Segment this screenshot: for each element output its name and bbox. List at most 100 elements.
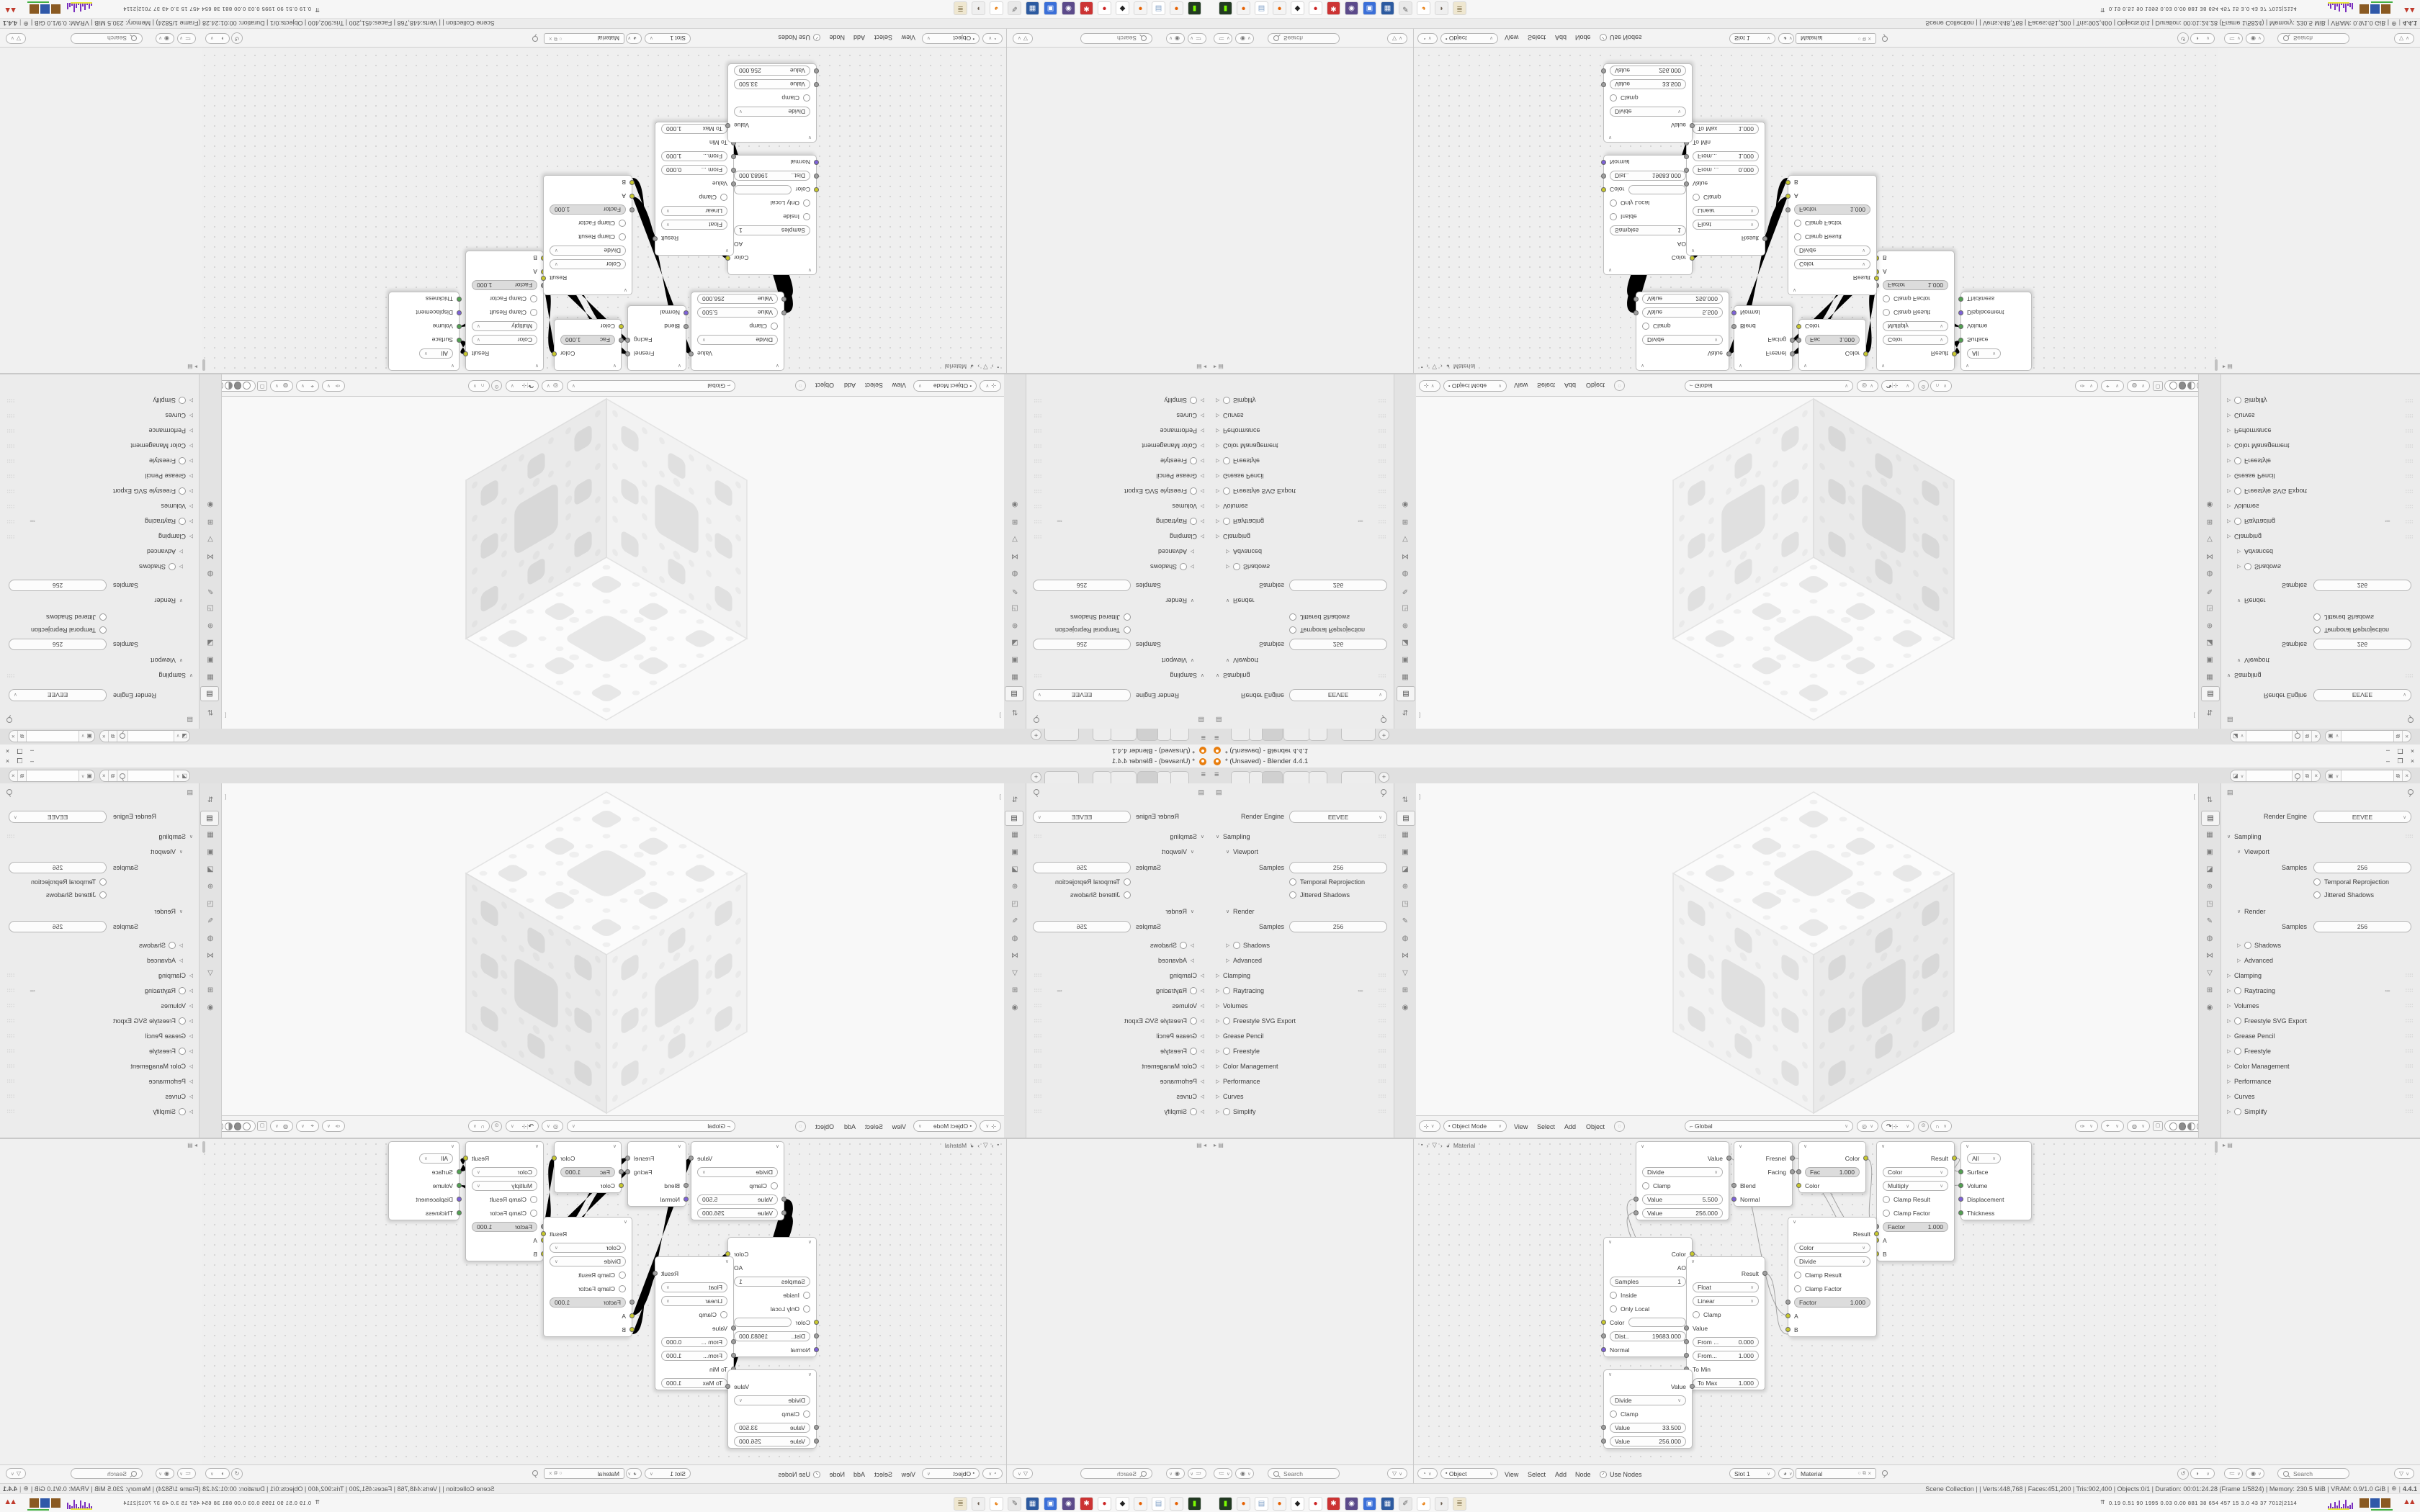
node-row-b[interactable]: B: [1874, 1247, 1954, 1261]
node-checkbox[interactable]: [803, 1291, 810, 1299]
section-toggle-checkbox[interactable]: [179, 987, 186, 994]
input-socket[interactable]: [684, 1183, 689, 1188]
physics-properties-icon[interactable]: ◍: [1402, 570, 1409, 577]
node-row-facing[interactable]: Facing: [625, 1165, 686, 1179]
node-row-thickness[interactable]: Thickness: [389, 1206, 462, 1220]
tray-block-icon[interactable]: [30, 4, 39, 14]
node-row-result[interactable]: Result: [653, 232, 733, 246]
math-divide-node[interactable]: ∨ Value Divide ∨ Clamp Value 5.500 Value 256.000: [1634, 292, 1731, 371]
panel-section-curves[interactable]: ▷ Curves ∷∷: [1216, 1090, 1391, 1103]
node-row-blend[interactable]: Blend: [628, 320, 689, 333]
checkbox-row[interactable]: Temporal Reprojection: [1289, 876, 1391, 888]
scene-properties-icon[interactable]: ◪: [1011, 865, 1018, 873]
panel-section-performance[interactable]: ▷ Performance ∷∷: [2, 1075, 193, 1088]
mode-dropdown[interactable]: ▪ Object Mode ∨: [1443, 380, 1507, 392]
constraint-properties-icon[interactable]: ▽: [207, 969, 213, 977]
input-socket[interactable]: [731, 181, 736, 186]
output-socket[interactable]: [552, 351, 557, 356]
node-collapse-icon[interactable]: ∨: [1803, 1144, 1808, 1149]
firefox-2-icon[interactable]: ●: [1273, 1497, 1286, 1511]
cpu-graph-icon[interactable]: [2328, 1498, 2394, 1509]
node-dropdown[interactable]: All ∨: [1967, 1153, 2001, 1164]
node-collapse-icon[interactable]: ∨: [534, 1144, 539, 1149]
node-row-color[interactable]: Color: [1601, 1315, 1692, 1329]
node-row-fac[interactable]: Fac 1.000: [1796, 1165, 1865, 1179]
panel-section-shadows[interactable]: ▷ Shadows: [1226, 560, 1391, 573]
outliner-search[interactable]: [1080, 33, 1152, 44]
slot-dropdown[interactable]: Slot 1 ∨: [1729, 33, 1775, 44]
filter-mode-dropdown[interactable]: ◉ ∨: [156, 33, 174, 44]
node-row-clamp[interactable]: Clamp: [1636, 1179, 1729, 1192]
panel-section-performance[interactable]: ▷ Performance ∷∷: [1029, 424, 1204, 437]
node-dropdown[interactable]: Float ∨: [661, 1282, 727, 1292]
input-socket[interactable]: [731, 1326, 736, 1331]
tray-app-icons[interactable]: [2360, 4, 2390, 14]
layer-weight-node[interactable]: ∨ Fresnel Facing Blend Normal: [1731, 1141, 1795, 1207]
input-socket[interactable]: [731, 1339, 736, 1344]
scene-properties-icon[interactable]: ◪: [1011, 639, 1018, 647]
panel-section-raytracing[interactable]: ▷ Raytracing ≔ ∷∷: [2, 515, 193, 528]
node-row-normal[interactable]: Normal: [1601, 156, 1692, 169]
region-handle-icon[interactable]: ❲: [223, 712, 228, 719]
node-row-factor[interactable]: Factor 1.000: [1874, 279, 1954, 292]
restore-button[interactable]: ❒: [2397, 747, 2403, 755]
node-row-clamp-factor[interactable]: Clamp Factor: [466, 1206, 543, 1220]
input-socket[interactable]: [1785, 207, 1791, 212]
node-row-color[interactable]: Color ∨: [466, 1165, 543, 1179]
obs-icon[interactable]: ◉: [1062, 1, 1075, 15]
modifier-properties-icon[interactable]: ✎: [207, 587, 214, 595]
node-collapse-icon[interactable]: ∨: [1739, 1144, 1743, 1149]
node-value-field[interactable]: Value 5.500: [1642, 1194, 1723, 1205]
material-datablock[interactable]: Material ○ ⧉ ×: [544, 33, 624, 44]
output-socket[interactable]: [1762, 1271, 1767, 1276]
math-divide-2-node[interactable]: ∨ Value Divide ∨ Clamp Value 33.500 Value 256.00…: [725, 1369, 819, 1449]
node-row-clamp-result[interactable]: Clamp Result: [466, 306, 543, 320]
node-row-divide[interactable]: Divide ∨: [1604, 1393, 1692, 1407]
output-socket[interactable]: [1726, 351, 1731, 356]
node-row-from-[interactable]: From... 1.000: [1684, 1349, 1765, 1362]
workspace-tab[interactable]: [1262, 729, 1283, 741]
node-row-displacement[interactable]: Displacement: [389, 1192, 462, 1206]
pin-icon[interactable]: [6, 717, 12, 723]
constraint-properties-icon[interactable]: ▽: [207, 535, 213, 543]
world-properties-icon[interactable]: ⊕: [1402, 883, 1409, 891]
add-menu[interactable]: Add: [1555, 1470, 1567, 1478]
filter-mode-dropdown[interactable]: ◉ ∨: [1235, 33, 1254, 44]
display-mode-dropdown[interactable]: ≔ ∨: [1188, 1468, 1206, 1479]
ambient-occlusion-node[interactable]: ∨ Color AO Samples 1 Inside Only Local Color Dis…: [725, 1237, 819, 1357]
scene-properties-icon[interactable]: ◪: [2206, 639, 2213, 647]
output-socket[interactable]: [725, 256, 730, 261]
node-checkbox[interactable]: [803, 1410, 810, 1418]
view-layer-datablock-selector[interactable]: ▣ ∨ ⧉ ×: [2325, 770, 2411, 782]
node-row-a[interactable]: A: [1874, 265, 1954, 279]
panel-section-clamping[interactable]: ▷ Clamping ∷∷: [1216, 530, 1391, 543]
object-properties-icon[interactable]: ◳: [207, 604, 214, 612]
workspace-tab[interactable]: [1309, 771, 1327, 783]
data-properties-icon[interactable]: ⊞: [1011, 986, 1018, 994]
input-socket[interactable]: [1785, 1327, 1791, 1332]
shader-editor[interactable]: ▪ › ▽ › ◕ Material ∨ Value Divide ∨ Clamp Value…: [1413, 1139, 2220, 1483]
mix-divide-node[interactable]: ∨ Result Color ∨ Divide ∨ Clamp Result Clamp Fa…: [1785, 1217, 1879, 1337]
panel-section-advanced[interactable]: ▷ Advanced: [1029, 954, 1194, 967]
show-gizmo-dropdown[interactable]: ✑ ∨: [2075, 1120, 2098, 1132]
node-row-from-[interactable]: From ... 0.000: [1684, 163, 1765, 177]
material-shading-icon[interactable]: [225, 1122, 233, 1130]
output-socket[interactable]: [689, 1156, 694, 1161]
filter-mode-dropdown[interactable]: ◉ ∨: [1166, 1468, 1185, 1479]
node-dropdown[interactable]: Divide ∨: [697, 1166, 778, 1177]
input-socket[interactable]: [814, 160, 819, 165]
copy-icon[interactable]: ⧉: [17, 770, 27, 781]
add-menu[interactable]: Add: [843, 382, 856, 389]
outliner-left[interactable]: ▸ ▤ ≔∨ ◉∨ ▽∨: [1006, 29, 1210, 373]
node-row-volume[interactable]: Volume: [389, 1179, 462, 1192]
material-output-node[interactable]: ∨ All ∨ Surface Volume Displacement Thickness: [1958, 1141, 2032, 1220]
pin-icon[interactable]: [532, 36, 538, 42]
red-circle-app-icon[interactable]: ●: [1309, 1, 1322, 15]
node-row-value[interactable]: Value 256.000: [728, 64, 819, 78]
node-row-clamp[interactable]: Clamp: [1636, 320, 1729, 333]
object-menu[interactable]: Object: [815, 382, 834, 389]
checkbox-icon[interactable]: [99, 613, 107, 621]
world-properties-icon[interactable]: ⊕: [1402, 621, 1409, 629]
show-gizmo-dropdown[interactable]: ✑ ∨: [322, 1120, 345, 1132]
snap-node-icon[interactable]: ↺: [231, 32, 243, 44]
